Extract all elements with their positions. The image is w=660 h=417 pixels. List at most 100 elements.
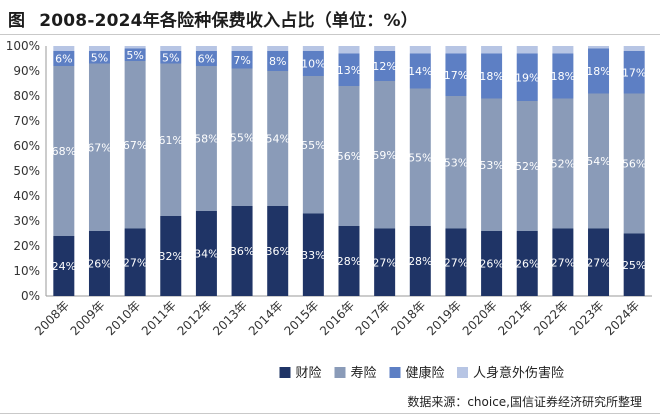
data-label: 54%	[586, 155, 610, 168]
bar-segment-4	[409, 46, 431, 54]
data-label: 67%	[87, 141, 111, 154]
data-label: 55%	[230, 131, 254, 144]
data-label: 55%	[408, 151, 432, 164]
chart-title-text: 2008-2024年各险种保费收入占比（单位：%）	[39, 11, 418, 31]
bar-segment-3	[338, 53, 360, 86]
y-tick-label: 20%	[13, 239, 40, 253]
bar-segment-4	[552, 46, 574, 54]
bar-segment-3	[267, 51, 289, 71]
x-tick-label: 2013年	[210, 298, 250, 338]
bar-segment-1	[552, 228, 574, 296]
legend-label: 财险	[296, 366, 322, 381]
data-label: 27%	[444, 256, 468, 269]
data-label: 61%	[159, 134, 183, 147]
bar-segment-1	[516, 231, 538, 296]
bar-segment-1	[195, 211, 217, 296]
bar-segment-4	[338, 46, 360, 54]
legend-swatch	[389, 367, 401, 378]
data-label: 6%	[55, 53, 72, 66]
data-label: 68%	[52, 145, 76, 158]
x-tick-label: 2011年	[139, 298, 179, 338]
x-tick-label: 2024年	[602, 298, 642, 338]
data-label: 27%	[123, 256, 147, 269]
x-tick-label: 2020年	[460, 298, 500, 338]
data-label: 67%	[123, 139, 147, 152]
bar-segment-1	[53, 236, 75, 296]
bar-segment-4	[302, 46, 324, 51]
bar-segment-1	[409, 226, 431, 296]
bar-segment-1	[88, 231, 110, 296]
data-label: 17%	[622, 66, 646, 79]
bar-segment-1	[267, 206, 289, 296]
bar-segment-4	[124, 46, 146, 49]
bar-segment-3	[160, 51, 182, 64]
data-label: 33%	[301, 249, 325, 262]
bar-segment-4	[445, 46, 467, 54]
data-label: 18%	[479, 70, 503, 83]
data-label: 56%	[622, 158, 646, 171]
data-label: 5%	[162, 51, 179, 64]
x-tick-label: 2018年	[388, 298, 428, 338]
bar-segment-2	[231, 68, 253, 206]
data-label: 52%	[515, 160, 539, 173]
data-label: 27%	[372, 256, 396, 269]
data-label: 32%	[159, 250, 183, 263]
legend-swatch	[279, 367, 291, 378]
data-label: 58%	[194, 133, 218, 146]
stacked-bar-chart: 0% 10% 20% 30% 40% 50% 60% 70% 80% 90% 100% 24% 68% 6…	[6, 39, 652, 381]
legend-label: 人身意外伤害险	[473, 365, 564, 381]
bar-segment-4	[160, 46, 182, 51]
data-label: 5%	[126, 49, 143, 62]
y-tick-label: 70%	[13, 114, 40, 128]
figure-label: 图	[8, 11, 26, 31]
bar-segment-2	[409, 88, 431, 226]
y-tick-label: 60%	[13, 139, 40, 153]
data-label: 27%	[586, 256, 610, 269]
bar-segment-4	[231, 46, 253, 51]
data-label: 12%	[372, 60, 396, 73]
data-label: 36%	[230, 245, 254, 258]
bar-segment-4	[588, 46, 610, 49]
data-label: 18%	[586, 65, 610, 78]
data-label: 53%	[479, 159, 503, 172]
data-label: 26%	[515, 258, 539, 271]
bar-segment-3	[195, 51, 217, 66]
data-label: 55%	[301, 139, 325, 152]
x-tick-label: 2021年	[495, 298, 535, 338]
bar-segment-1	[160, 216, 182, 296]
data-label: 28%	[408, 255, 432, 268]
bar-segment-3	[623, 51, 645, 94]
data-label: 17%	[444, 69, 468, 82]
bar-segment-3	[552, 53, 574, 99]
bar-segment-3	[445, 53, 467, 96]
data-label: 52%	[551, 158, 575, 171]
bar-segment-2	[445, 96, 467, 229]
bottom-divider	[0, 413, 660, 414]
data-label: 5%	[91, 51, 108, 64]
x-tick-label: 2019年	[424, 298, 464, 338]
bar-segment-4	[481, 46, 503, 54]
bar-segment-3	[231, 51, 253, 69]
x-tick-label: 2022年	[531, 298, 571, 338]
bar-segment-1	[374, 228, 396, 296]
x-tick-label: 2014年	[246, 298, 286, 338]
data-label: 14%	[408, 65, 432, 78]
data-label: 27%	[551, 256, 575, 269]
bar-segment-2	[53, 66, 75, 236]
bar-segment-4	[516, 46, 538, 54]
data-label: 13%	[337, 64, 361, 77]
bar-segment-2	[338, 86, 360, 226]
bar-segment-1	[481, 231, 503, 296]
legend-label: 寿险	[351, 366, 377, 381]
legend-swatch	[334, 367, 346, 378]
bar-segment-1	[623, 233, 645, 296]
bar-segment-1	[588, 228, 610, 296]
bar-segment-1	[302, 213, 324, 296]
data-label: 36%	[265, 245, 289, 258]
bar-segment-4	[374, 46, 396, 51]
data-label: 10%	[301, 58, 325, 71]
data-label: 59%	[372, 149, 396, 162]
data-label: 54%	[265, 133, 289, 146]
bar-segment-4	[195, 46, 217, 51]
x-tick-label: 2010年	[103, 298, 143, 338]
